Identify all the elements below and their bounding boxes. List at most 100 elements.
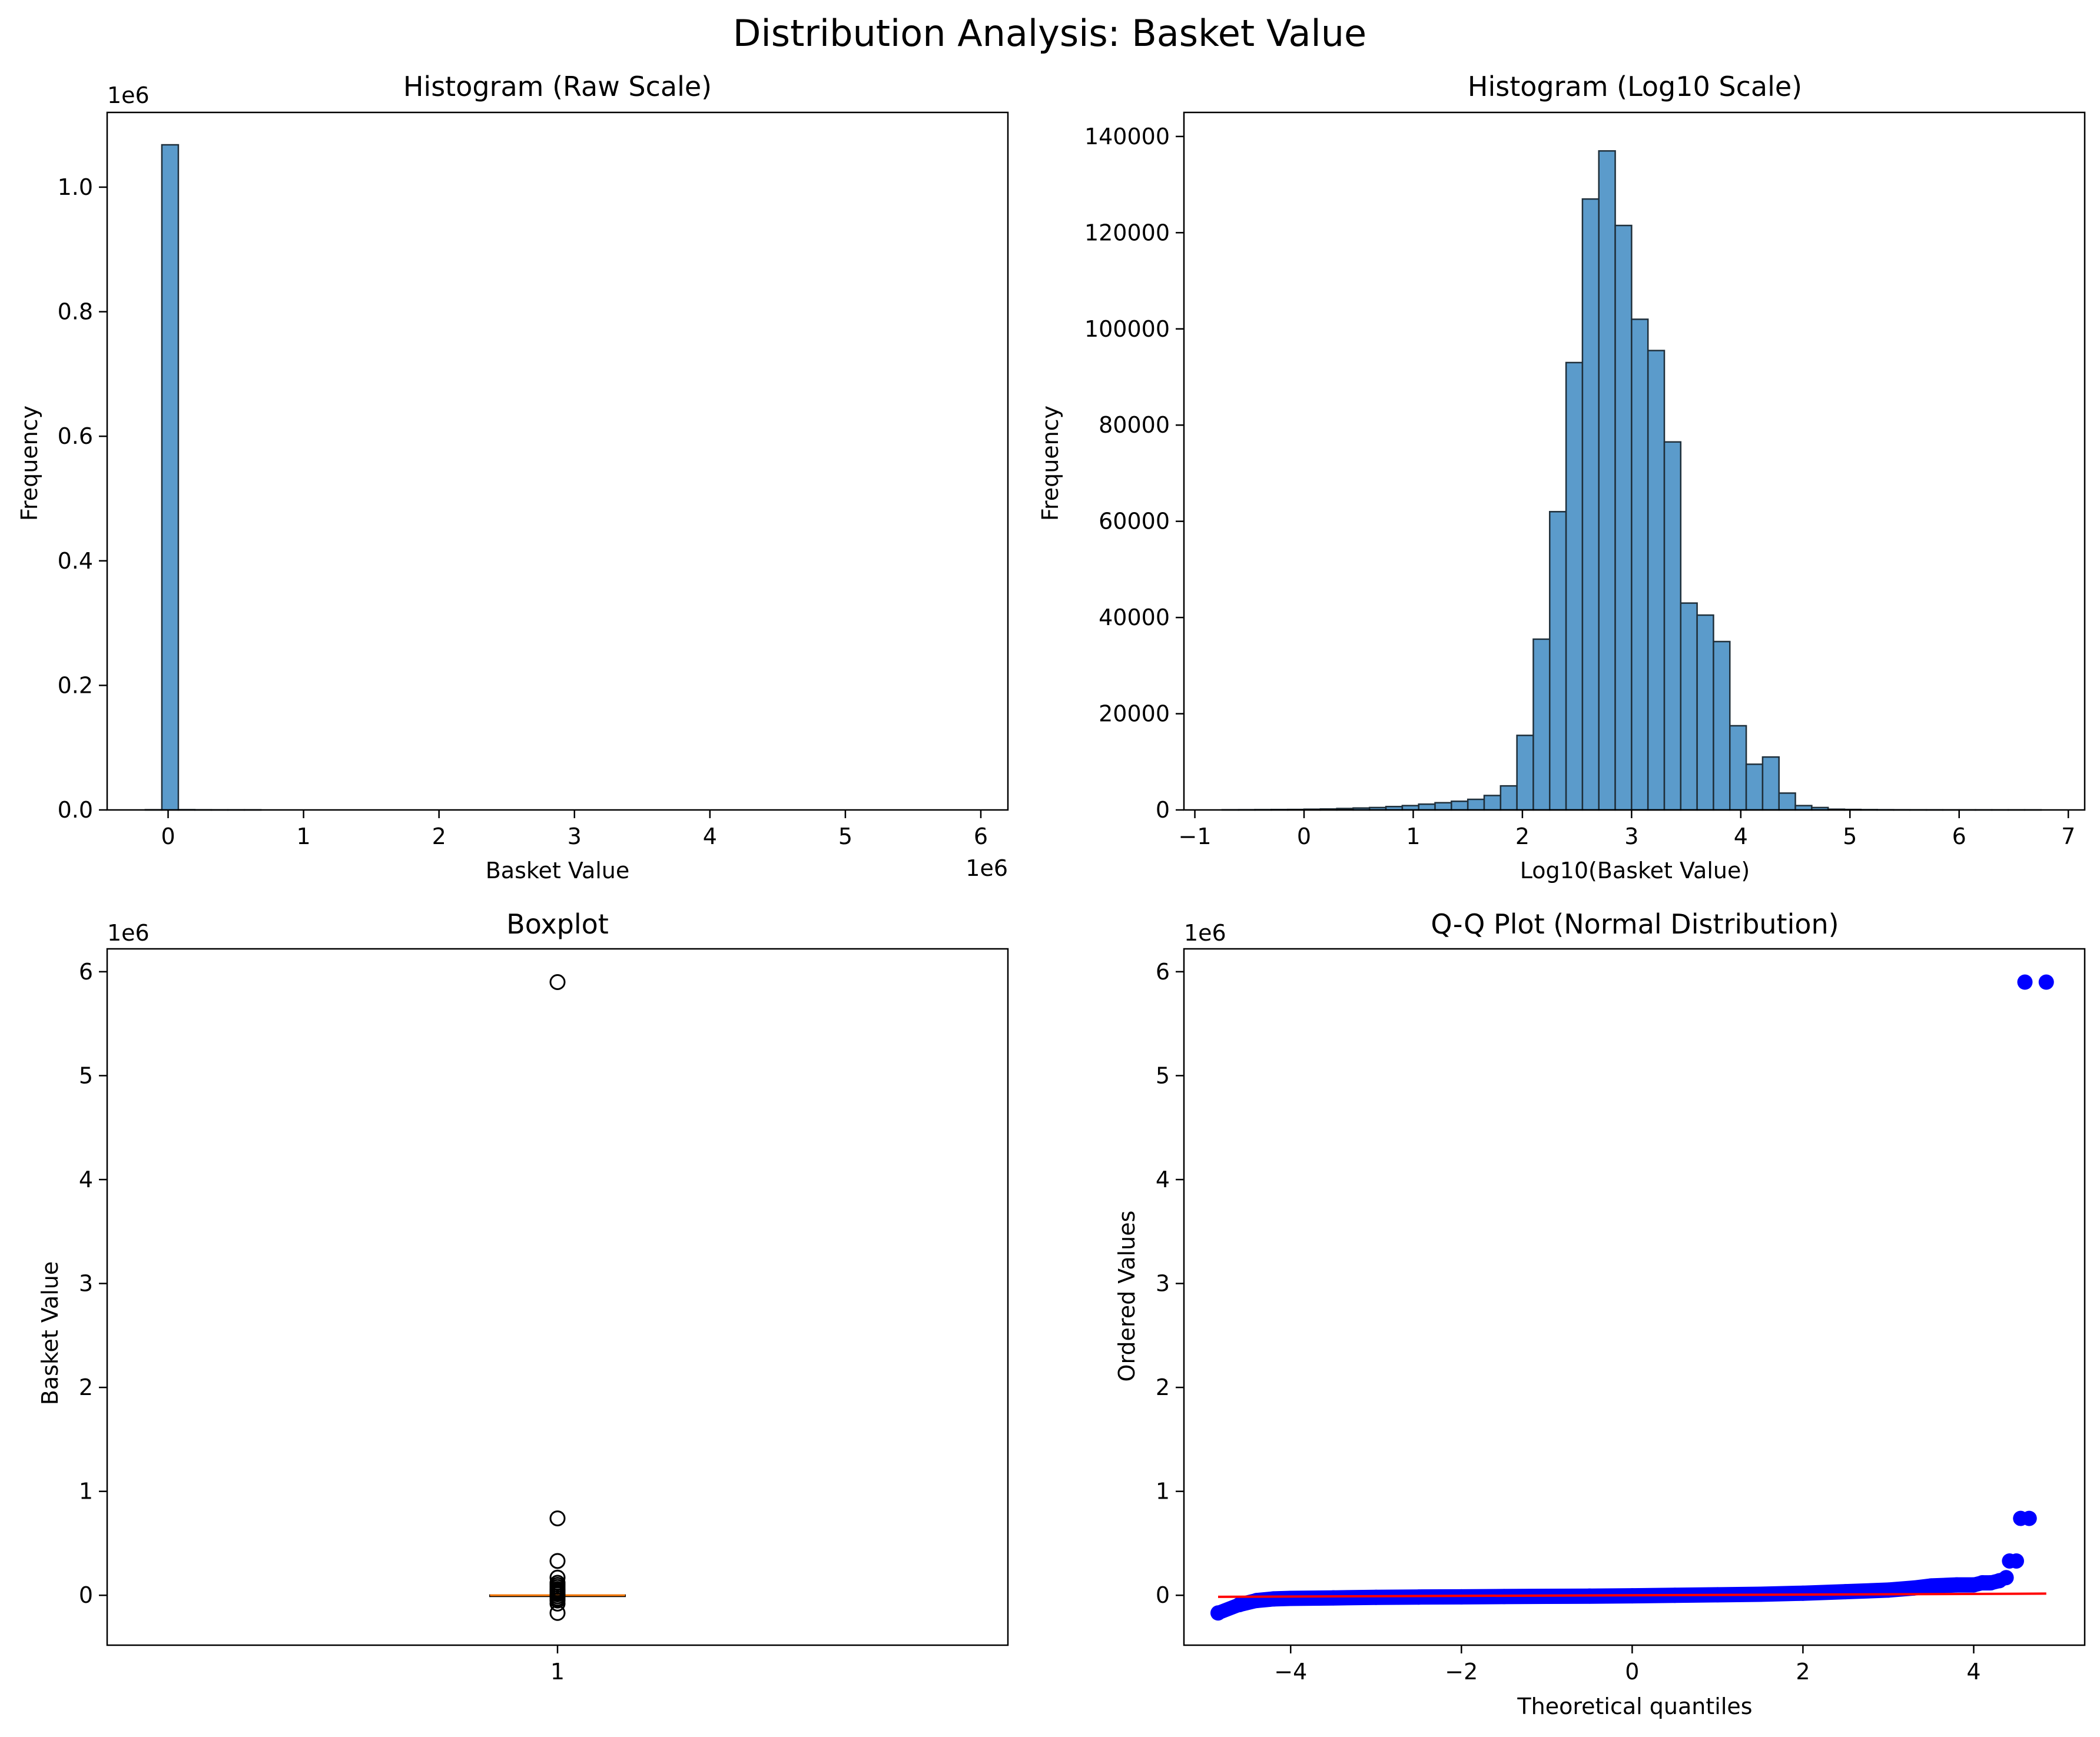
histogram-bar: [1598, 150, 1616, 811]
qq-plot-xlabel: Theoretical quantiles: [1517, 1693, 1752, 1719]
x-tick-label: 4: [703, 823, 717, 849]
histogram-bar: [1581, 198, 1600, 811]
qq-reference-line: [1218, 1592, 2046, 1598]
raw-histogram-y-ticks: 0.0 0.2 0.4 0.6 0.8 1.0: [58, 174, 107, 823]
y-tick-label: 40000: [1099, 605, 1170, 630]
y-tick-label: 80000: [1099, 412, 1170, 438]
boxplot-outlier: [549, 1595, 566, 1612]
boxplot-axes-frame: [106, 948, 1009, 1646]
y-tick-label: 6: [79, 959, 93, 985]
y-tick-label: 0: [1156, 797, 1170, 823]
histogram-bar: [1565, 361, 1584, 811]
log-histogram-axes-frame: [1183, 111, 2086, 811]
qq-point: [1795, 1585, 1811, 1601]
x-tick-label: 4: [1966, 1659, 1980, 1685]
y-tick-label: 120000: [1084, 220, 1170, 245]
qq-point: [1325, 1590, 1341, 1606]
histogram-bar: [1663, 441, 1682, 811]
histogram-bar: [1467, 798, 1485, 811]
y-tick-label: 6: [1156, 959, 1170, 985]
y-tick-label: 4: [79, 1167, 93, 1193]
y-tick-label: 100000: [1084, 316, 1170, 342]
x-tick-label: 7: [2061, 823, 2075, 849]
y-tick-label: 0.0: [58, 797, 93, 823]
histogram-bar: [1549, 511, 1567, 811]
qq-plot-title: Q-Q Plot (Normal Distribution): [1431, 908, 1839, 940]
boxplot-title: Boxplot: [506, 908, 609, 940]
x-tick-label: −1: [1179, 823, 1212, 849]
raw-histogram-title: Histogram (Raw Scale): [403, 71, 712, 102]
qq-plot-ylabel: Ordered Values: [1114, 1211, 1140, 1382]
qq-point: [1923, 1578, 1939, 1594]
y-tick-label: 1: [79, 1479, 93, 1504]
x-tick-label: 6: [974, 823, 988, 849]
qq-plot-x-ticks: −4 −2 0 2 4: [1274, 1645, 1981, 1685]
qq-plot-y-ticks: 0 1 2 3 4 5 6: [1156, 959, 1184, 1608]
boxplot-outliers: [549, 974, 566, 1621]
boxplot-outlier: [549, 974, 566, 991]
x-tick-label: −4: [1274, 1659, 1307, 1685]
log-histogram-bars: [1221, 150, 2042, 811]
qq-plot-panel: Q-Q Plot (Normal Distribution) Theoretic…: [1114, 908, 2086, 1719]
log-histogram-panel: Histogram (Log10 Scale) Log10(Basket Val…: [1037, 71, 2086, 884]
y-tick-label: 1: [1156, 1479, 1170, 1504]
boxplot-y-multiplier: 1e6: [107, 920, 150, 946]
x-tick-label: 2: [1515, 823, 1530, 849]
y-tick-label: 0: [1156, 1582, 1170, 1608]
x-tick-label: 3: [568, 823, 582, 849]
y-tick-label: 3: [1156, 1271, 1170, 1297]
histogram-bar: [1713, 640, 1731, 811]
boxplot-x-ticks: 1: [550, 1645, 565, 1685]
histogram-bar: [1451, 801, 1469, 811]
histogram-bar: [1680, 602, 1698, 811]
y-tick-label: 0.4: [58, 548, 93, 574]
histogram-bar: [1434, 802, 1452, 811]
boxplot-y-ticks: 0 1 2 3 4 5 6: [79, 959, 107, 1608]
raw-histogram-bars: [144, 144, 262, 811]
histogram-bar: [1483, 795, 1502, 811]
x-tick-label: 1: [550, 1659, 565, 1685]
x-tick-label: 2: [432, 823, 446, 849]
x-tick-label: 1: [297, 823, 311, 849]
histogram-bar: [1499, 785, 1518, 811]
x-tick-label: 1: [1406, 823, 1420, 849]
log-histogram-xlabel: Log10(Basket Value): [1520, 858, 1750, 884]
x-tick-label: 0: [161, 823, 175, 849]
y-tick-label: 2: [79, 1374, 93, 1400]
qq-point: [1906, 1580, 1922, 1596]
y-tick-label: 4: [1156, 1167, 1170, 1193]
histogram-bar: [1631, 318, 1649, 811]
x-tick-label: 5: [1843, 823, 1857, 849]
y-tick-label: 0.6: [58, 423, 93, 449]
histogram-bar: [1647, 350, 1666, 811]
qq-plot-axes-frame: [1183, 948, 2086, 1646]
histogram-bar: [1418, 803, 1436, 811]
histogram-bar: [1696, 614, 1714, 811]
y-tick-label: 5: [1156, 1062, 1170, 1088]
y-tick-label: 0: [79, 1582, 93, 1608]
x-tick-label: 0: [1625, 1659, 1639, 1685]
raw-histogram-ylabel: Frequency: [16, 406, 42, 521]
qq-plot-fit-line: [1218, 1592, 2046, 1598]
qq-point: [1998, 1570, 2014, 1586]
qq-point: [2017, 974, 2033, 990]
histogram-bar: [1778, 792, 1796, 811]
histogram-bar: [1761, 756, 1780, 811]
figure-title: Distribution Analysis: Basket Value: [733, 12, 1366, 55]
histogram-bar: [1532, 638, 1551, 811]
boxplot-outlier: [549, 1553, 566, 1569]
histogram-bar: [1516, 735, 1534, 811]
boxplot-outlier: [549, 1510, 566, 1527]
log-histogram-ylabel: Frequency: [1037, 406, 1063, 521]
boxplot-panel: Boxplot Basket Value 1e6 1 0 1 2 3 4 5 6: [37, 908, 1009, 1685]
raw-histogram-y-multiplier: 1e6: [107, 82, 150, 108]
raw-histogram-xlabel: Basket Value: [486, 858, 630, 884]
qq-point: [1949, 1577, 1965, 1593]
qq-point: [2008, 1553, 2024, 1569]
qq-plot-y-multiplier: 1e6: [1184, 920, 1226, 946]
qq-point: [1232, 1597, 1248, 1613]
y-tick-label: 0.2: [58, 672, 93, 698]
x-tick-label: 3: [1624, 823, 1638, 849]
y-tick-label: 3: [79, 1271, 93, 1297]
